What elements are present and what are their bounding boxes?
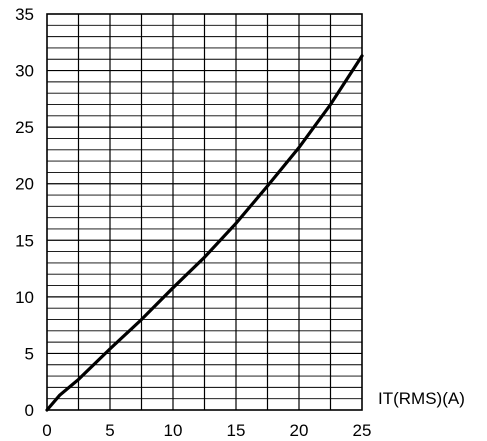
x-tick-label: 0	[42, 421, 51, 440]
y-tick-label: 35	[15, 5, 34, 24]
y-tick-label: 0	[25, 401, 34, 420]
plot-frame	[46, 13, 363, 411]
y-tick-label: 5	[25, 344, 34, 363]
x-tick-label: 15	[227, 421, 246, 440]
y-tick-label: 10	[15, 288, 34, 307]
x-tick-label: 10	[164, 421, 183, 440]
x-tick-labels: 0 5 10 15 20 25	[42, 421, 371, 440]
y-tick-label: 15	[15, 231, 34, 250]
grid	[47, 14, 362, 410]
y-tick-labels: 0 5 10 15 20 25 30 35	[15, 5, 34, 420]
x-tick-label: 5	[105, 421, 114, 440]
y-tick-label: 20	[15, 175, 34, 194]
y-tick-label: 25	[15, 118, 34, 137]
x-tick-label: 20	[290, 421, 309, 440]
series-line	[45, 54, 364, 412]
y-tick-label: 30	[15, 62, 34, 81]
x-tick-label: 25	[353, 421, 372, 440]
x-axis-label: IT(RMS)(A)	[378, 389, 465, 408]
